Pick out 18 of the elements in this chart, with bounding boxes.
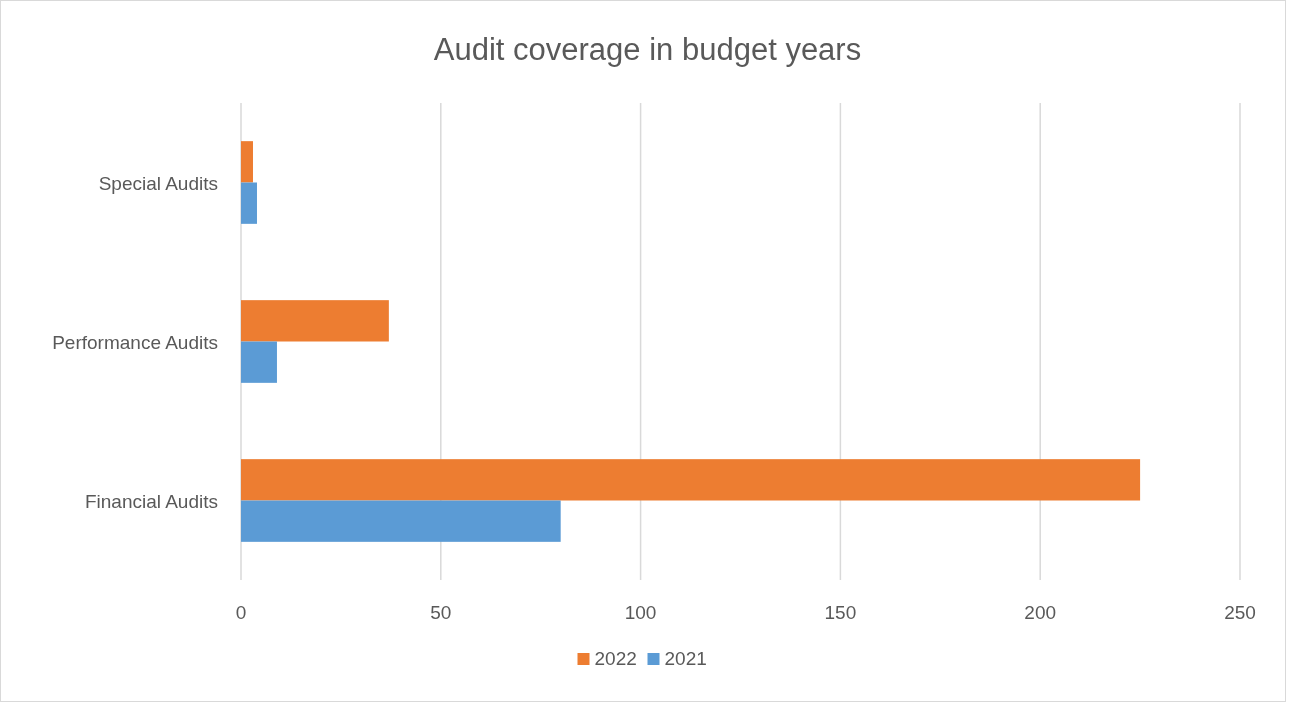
y-tick-label: Financial Audits	[84, 490, 218, 512]
x-tick-label: 100	[624, 602, 657, 623]
legend-label: 2022	[594, 648, 637, 669]
x-tick-label: 150	[824, 602, 857, 623]
x-tick-label: 0	[235, 602, 247, 623]
y-tick-label: Performance Audits	[52, 331, 218, 353]
bar	[241, 459, 1141, 501]
chart-title: Audit coverage in budget years	[433, 32, 862, 67]
x-tick-label: 250	[1224, 602, 1256, 623]
bar	[241, 182, 257, 224]
bar	[241, 341, 277, 383]
x-tick-label: 50	[430, 602, 452, 623]
bar	[241, 500, 561, 542]
legend-label: 2021	[664, 648, 707, 669]
x-tick-label: 200	[1024, 602, 1057, 623]
bar	[241, 141, 253, 183]
bar	[241, 300, 389, 342]
y-tick-label: Special Audits	[98, 172, 218, 194]
